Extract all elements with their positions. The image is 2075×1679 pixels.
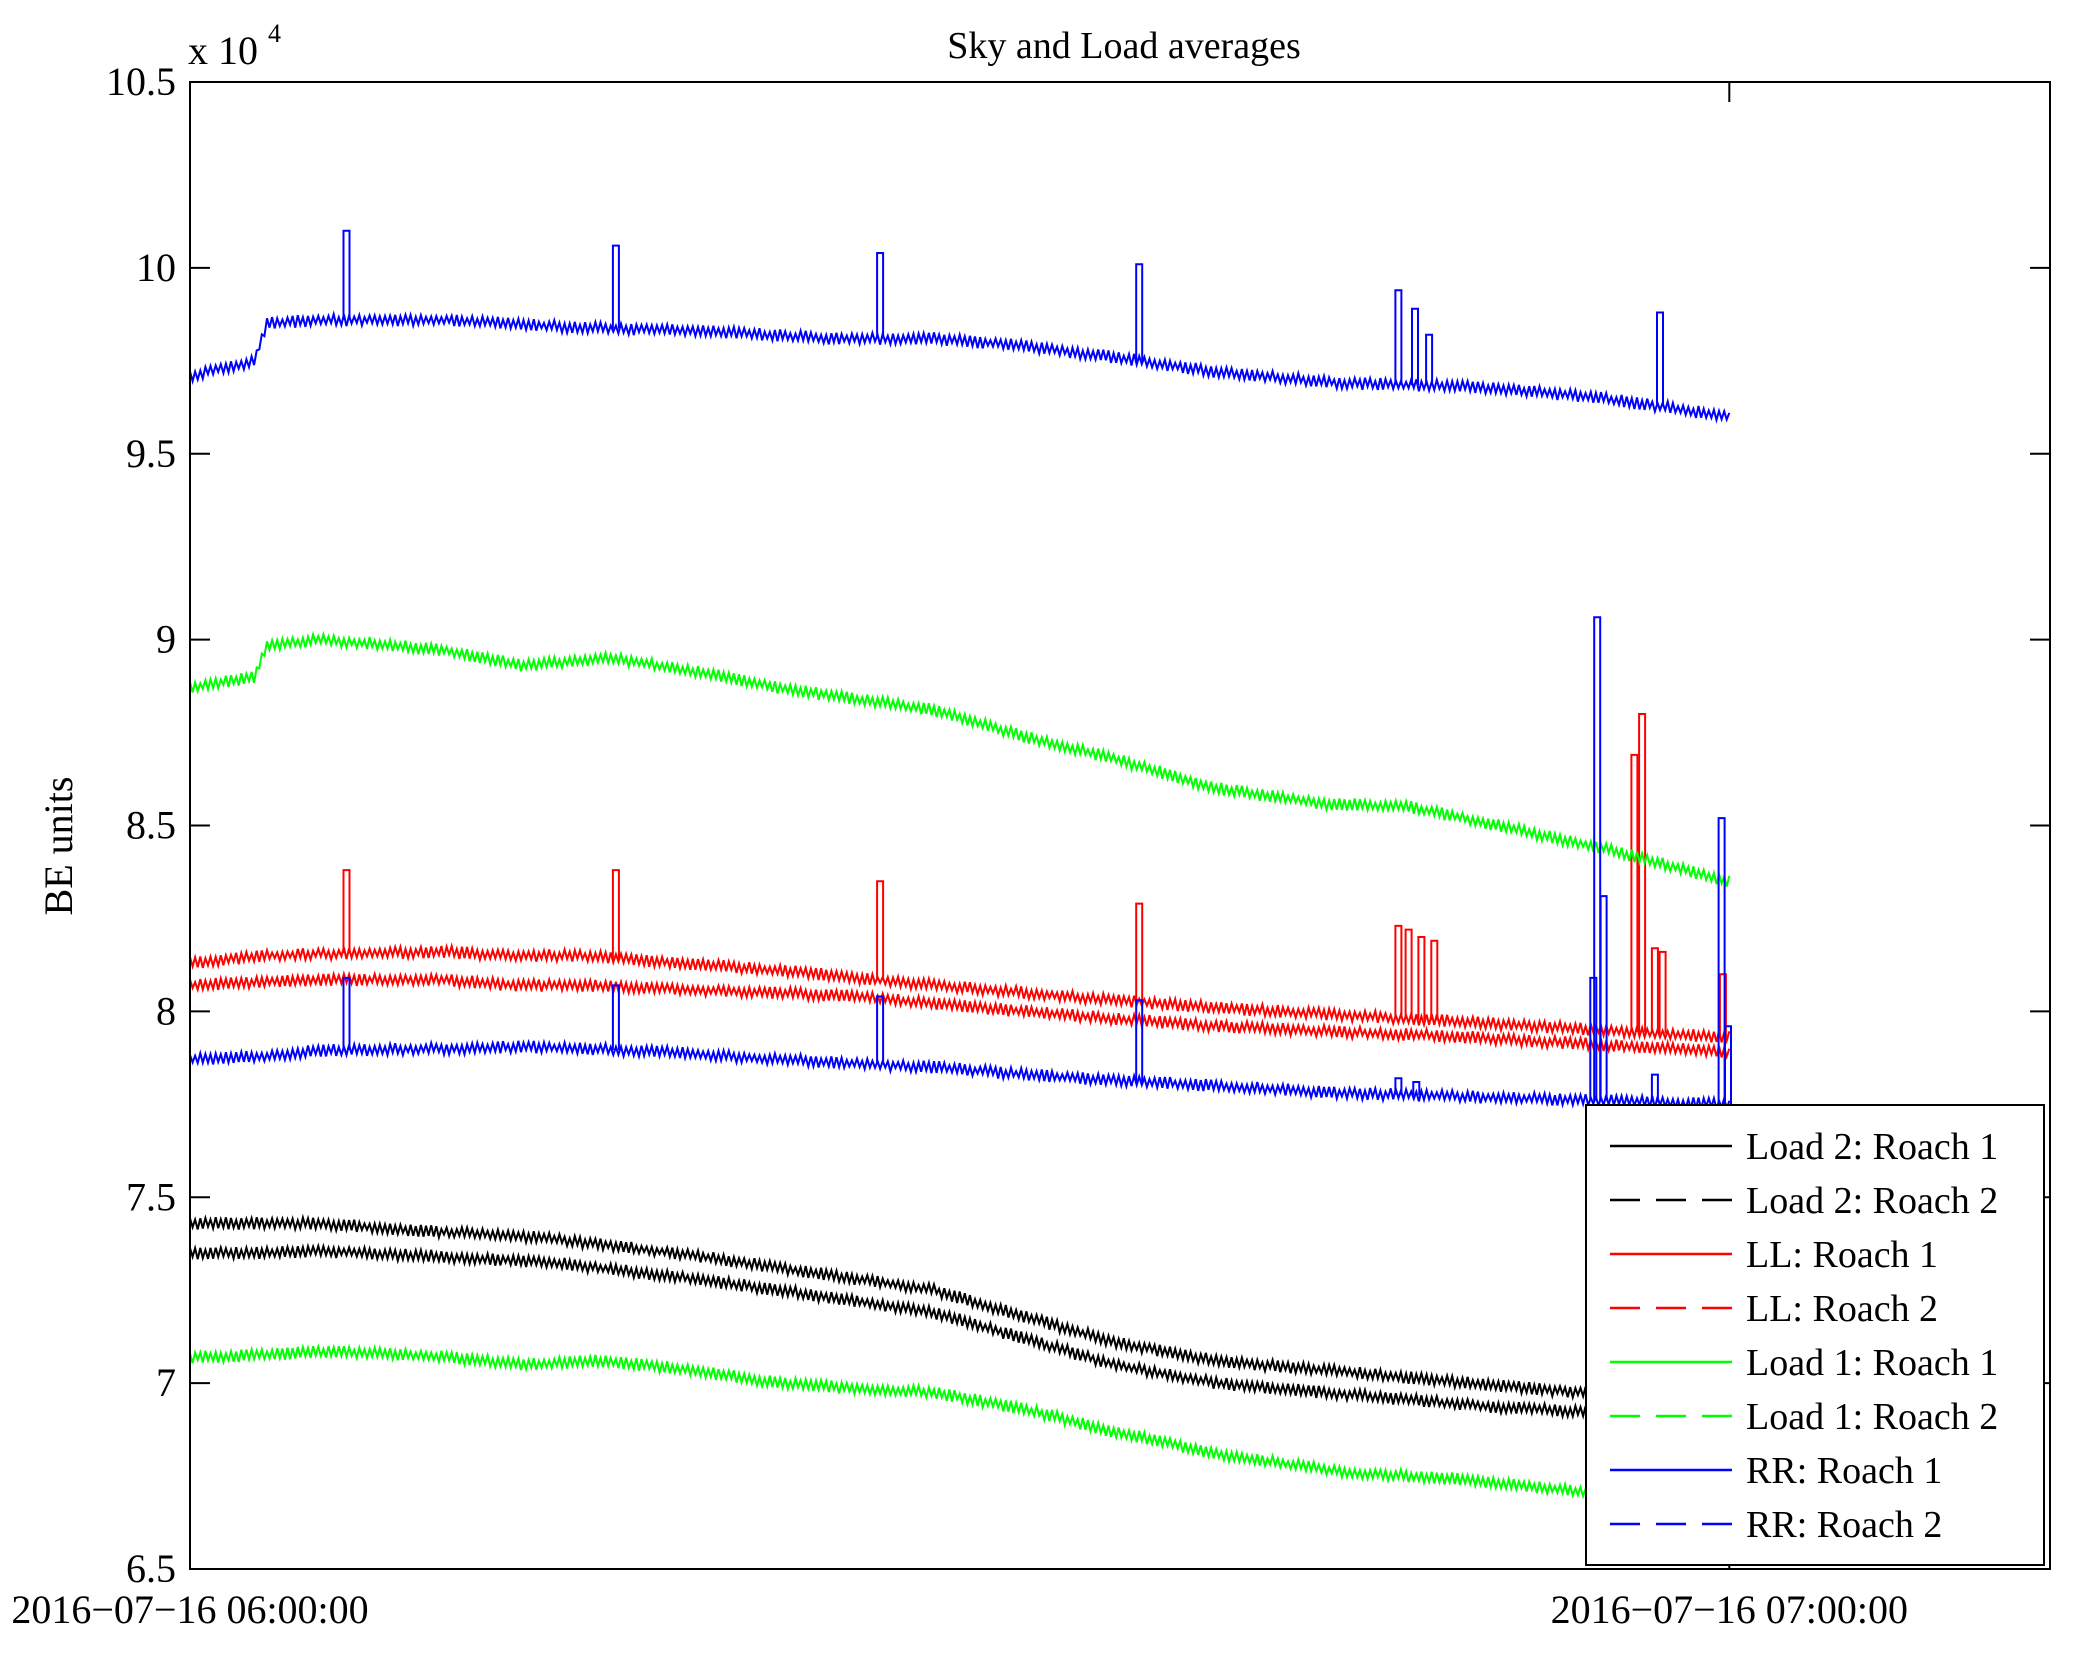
series-line-7 — [189, 310, 1731, 424]
y-tick-label-5: 9 — [156, 617, 176, 662]
series-3 — [189, 970, 1731, 1061]
series-2-spike-5 — [1404, 928, 1413, 1019]
y-tick-label-7: 10 — [136, 245, 176, 290]
series-0 — [189, 1242, 1731, 1431]
series-2-spike-6 — [1417, 936, 1426, 1020]
series-2-spike-4 — [1394, 924, 1403, 1019]
legend-label-7: RR: Roach 2 — [1746, 1504, 1942, 1546]
x-tick-label-1: 2016−07−16 07:00:00 — [1551, 1587, 1908, 1632]
series-5 — [189, 630, 1731, 887]
y-tick-label-2: 7.5 — [126, 1174, 176, 1219]
y-axis-label: BE units — [36, 777, 81, 916]
y-multiplier-exponent: 4 — [268, 19, 281, 48]
series-6-spike-7 — [1593, 616, 1602, 1101]
series-7-spike-1 — [611, 244, 620, 329]
series-6-spike-10 — [1717, 817, 1726, 1105]
y-tick-label-3: 8 — [156, 988, 176, 1033]
legend-label-6: RR: Roach 1 — [1746, 1450, 1942, 1492]
series-7-spike-0 — [342, 229, 351, 320]
legend-box — [1585, 1104, 2045, 1566]
legend-label-5: Load 1: Roach 2 — [1746, 1396, 1998, 1438]
legend-label-0: Load 2: Roach 1 — [1746, 1126, 1998, 1168]
series-6-spike-8 — [1599, 895, 1608, 1101]
legend-label-3: LL: Roach 2 — [1746, 1288, 1938, 1330]
series-7 — [189, 229, 1731, 424]
y-multiplier-base: x 10 — [188, 28, 258, 73]
series-7-spike-4 — [1394, 289, 1403, 385]
series-6-spike-2 — [876, 995, 885, 1065]
legend-label-4: Load 1: Roach 1 — [1746, 1342, 1998, 1384]
legend-label-1: Load 2: Roach 2 — [1746, 1180, 1998, 1222]
legend-label-2: LL: Roach 1 — [1746, 1234, 1938, 1276]
series-6-spike-9 — [1650, 1073, 1659, 1103]
series-line-3 — [189, 970, 1731, 1061]
series-line-6 — [189, 1038, 1731, 1113]
series-7-spike-6 — [1425, 333, 1434, 386]
series-line-0 — [189, 1242, 1731, 1431]
y-tick-label-1: 7 — [156, 1360, 176, 1405]
series-6-spike-4 — [1394, 1077, 1403, 1095]
series-2-spike-3 — [1135, 902, 1144, 1003]
series-4 — [189, 1342, 1731, 1516]
series-2-spike-7 — [1430, 939, 1439, 1021]
y-tick-label-4: 8.5 — [126, 803, 176, 848]
y-tick-label-6: 9.5 — [126, 431, 176, 476]
y-multiplier: x 10 4 — [188, 19, 281, 73]
series-layer — [189, 229, 1732, 1516]
series-line-4 — [189, 1342, 1731, 1516]
y-tick-label-0: 6.5 — [126, 1546, 176, 1591]
y-tick-label-8: 10.5 — [106, 59, 176, 104]
series-6 — [189, 616, 1732, 1113]
series-6-spike-11 — [1724, 1025, 1732, 1105]
legend: Load 2: Roach 1 Load 2: Roach 2 LL: Roach … — [1585, 1104, 2045, 1566]
series-1 — [189, 1213, 1731, 1414]
series-line-2 — [189, 942, 1731, 1045]
series-6-spike-0 — [342, 976, 351, 1050]
series-7-spike-2 — [876, 252, 885, 339]
series-6-spike-3 — [1135, 999, 1144, 1082]
series-7-spike-7 — [1656, 311, 1664, 407]
series-2-spike-10 — [1650, 947, 1659, 1034]
series-2-spike-12 — [1718, 973, 1727, 1037]
series-2-spike-9 — [1638, 713, 1647, 1033]
series-7-spike-3 — [1135, 263, 1144, 361]
series-line-5 — [189, 630, 1731, 887]
x-tick-label-0: 2016−07−16 06:00:00 — [11, 1587, 368, 1632]
series-2-spike-0 — [342, 869, 351, 954]
series-6-spike-1 — [611, 984, 620, 1050]
series-2-spike-8 — [1630, 753, 1639, 1032]
series-7-spike-5 — [1411, 307, 1419, 386]
series-line-1 — [189, 1213, 1731, 1414]
chart-title: Sky and Load averages — [947, 25, 1301, 67]
series-2-spike-11 — [1658, 950, 1667, 1034]
axes-layer: 6.5 7 7.5 8 8.5 9 9.5 10 10.5 2016−07−16 06:00:00… — [11, 59, 2051, 1632]
series-6-spike-5 — [1412, 1081, 1421, 1096]
series-2-spike-2 — [876, 880, 885, 981]
series-2-spike-1 — [611, 869, 620, 959]
series-2 — [189, 713, 1731, 1045]
